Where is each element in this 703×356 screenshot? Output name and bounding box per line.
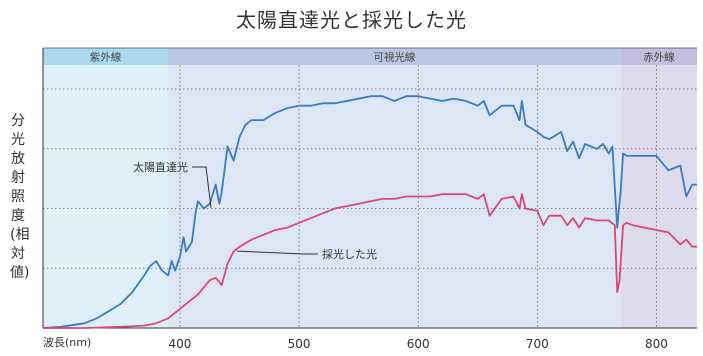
- annotation-leader-line: [237, 250, 318, 255]
- y-axis-label: 分光放射照度(相対値): [10, 113, 30, 281]
- annotation-label: 採光した光: [322, 247, 377, 261]
- region-label: 可視光線: [373, 51, 415, 64]
- annotation-leader-line: [192, 166, 212, 208]
- x-tick-label: 800: [645, 337, 668, 351]
- region-band: [168, 48, 621, 65]
- x-tick-label: 600: [407, 337, 430, 351]
- annotation-label: 太陽直達光: [133, 160, 188, 174]
- series-lines: [42, 95, 697, 329]
- region-backgrounds: [43, 48, 697, 328]
- grid-lines: [43, 65, 697, 328]
- series-line-direct-sunlight: [42, 95, 697, 329]
- axes: 400 500 600 700 800: [42, 47, 697, 351]
- x-tick-label: 500: [288, 337, 311, 351]
- region-band: [43, 48, 169, 65]
- chart-title: 太陽直達光と採光した光: [236, 8, 467, 32]
- region-bands: 紫外線 可視光線 赤外線: [43, 48, 697, 65]
- region-background: [168, 48, 621, 328]
- series-line-collected-light: [43, 193, 697, 329]
- region-label: 赤外線: [643, 51, 675, 64]
- x-tick-label: 700: [526, 337, 549, 351]
- x-tick-label: 400: [169, 337, 192, 351]
- region-background: [43, 48, 169, 328]
- x-axis-label: 波長(nm): [43, 336, 92, 349]
- region-label: 紫外線: [90, 51, 122, 64]
- region-band: [620, 48, 697, 65]
